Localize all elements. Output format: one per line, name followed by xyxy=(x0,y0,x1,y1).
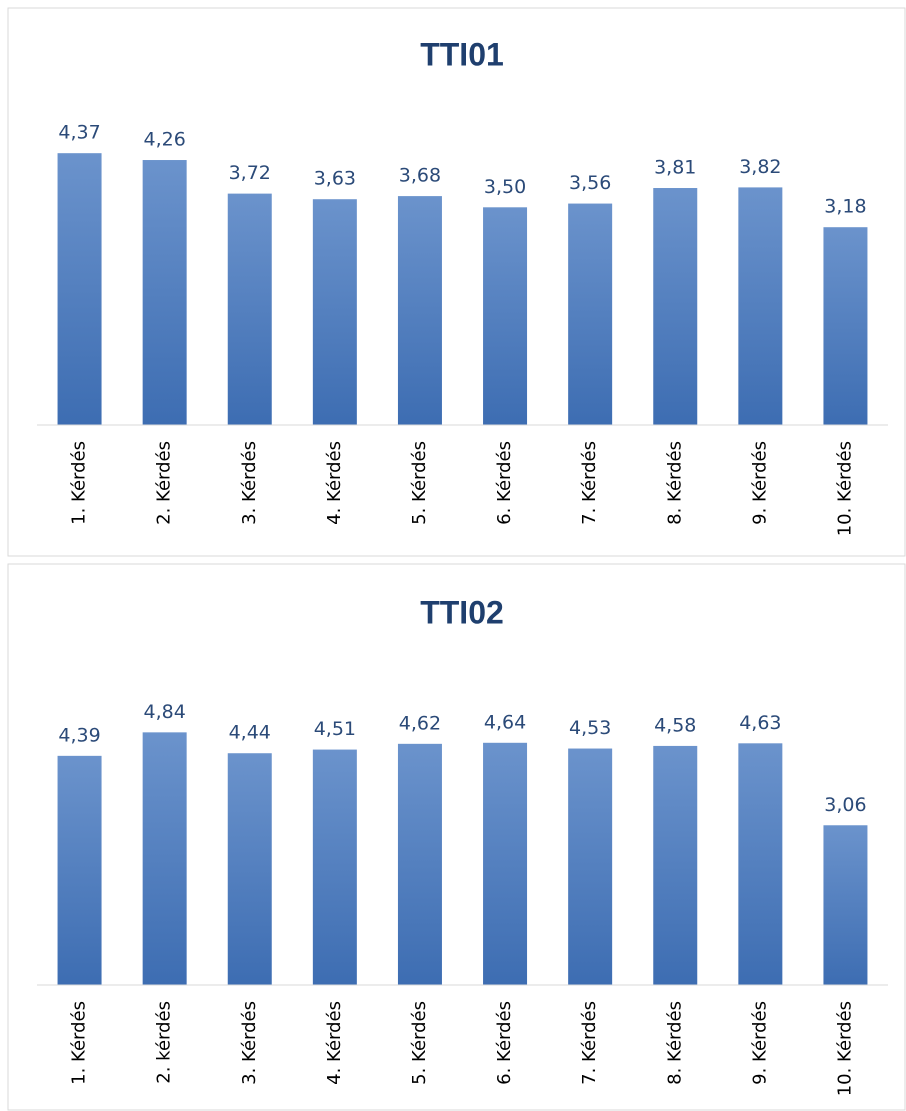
data-label: 4,64 xyxy=(484,711,526,733)
data-label: 3,81 xyxy=(654,157,696,179)
bar xyxy=(142,732,187,985)
x-tick-label: 4. Kérdés xyxy=(324,441,345,525)
x-tick-label: 10. Kérdés xyxy=(834,1001,855,1096)
bar xyxy=(653,188,698,425)
x-tick-label: 2. kérdés xyxy=(154,1001,175,1084)
bar xyxy=(397,196,442,425)
bar xyxy=(227,193,272,425)
bar xyxy=(142,160,187,425)
x-tick-label: 6. Kérdés xyxy=(494,441,515,525)
bar xyxy=(823,227,868,425)
data-label: 3,82 xyxy=(739,156,781,178)
data-label: 3,06 xyxy=(824,794,866,816)
bar xyxy=(312,749,357,985)
bar xyxy=(57,755,102,985)
bar xyxy=(397,743,442,985)
data-label: 4,44 xyxy=(229,722,271,744)
x-tick-label: 4. Kérdés xyxy=(324,1001,345,1085)
chart-title: TTI01 xyxy=(420,36,504,72)
data-label: 3,18 xyxy=(824,196,866,218)
bar xyxy=(568,748,613,985)
chart-title: TTI02 xyxy=(420,594,504,630)
data-label: 4,26 xyxy=(143,129,185,151)
data-label: 4,53 xyxy=(569,717,611,739)
x-tick-label: 7. Kérdés xyxy=(579,441,600,525)
data-label: 4,58 xyxy=(654,714,696,736)
x-tick-label: 3. Kérdés xyxy=(239,441,260,525)
x-tick-label: 6. Kérdés xyxy=(494,1001,515,1085)
data-label: 4,39 xyxy=(58,724,100,746)
x-tick-label: 8. Kérdés xyxy=(664,441,685,525)
x-tick-label: 9. Kérdés xyxy=(749,1001,770,1085)
x-tick-label: 10. Kérdés xyxy=(834,441,855,536)
x-tick-label: 7. Kérdés xyxy=(579,1001,600,1085)
bar xyxy=(483,742,528,985)
bar xyxy=(312,199,357,425)
x-tick-label: 5. Kérdés xyxy=(409,441,430,525)
x-tick-label: 9. Kérdés xyxy=(749,441,770,525)
bar xyxy=(653,745,698,985)
x-tick-label: 1. Kérdés xyxy=(69,441,90,525)
x-tick-label: 5. Kérdés xyxy=(409,1001,430,1085)
bar xyxy=(823,825,868,985)
x-tick-label: 1. Kérdés xyxy=(69,1001,90,1085)
bar xyxy=(57,153,102,425)
data-label: 4,37 xyxy=(58,122,100,144)
data-label: 4,63 xyxy=(739,712,781,734)
data-label: 3,50 xyxy=(484,176,526,198)
data-label: 3,56 xyxy=(569,172,611,194)
bar xyxy=(483,207,528,425)
bar xyxy=(738,187,783,425)
bar xyxy=(738,743,783,985)
x-tick-label: 3. Kérdés xyxy=(239,1001,260,1085)
data-label: 4,51 xyxy=(314,718,356,740)
x-tick-label: 8. Kérdés xyxy=(664,1001,685,1085)
x-tick-label: 2. Kérdés xyxy=(154,441,175,525)
bar xyxy=(227,753,272,985)
data-label: 3,63 xyxy=(314,168,356,190)
bar xyxy=(568,203,613,425)
data-label: 4,62 xyxy=(399,712,441,734)
data-label: 3,68 xyxy=(399,165,441,187)
data-label: 4,84 xyxy=(143,701,185,723)
data-label: 3,72 xyxy=(229,162,271,184)
